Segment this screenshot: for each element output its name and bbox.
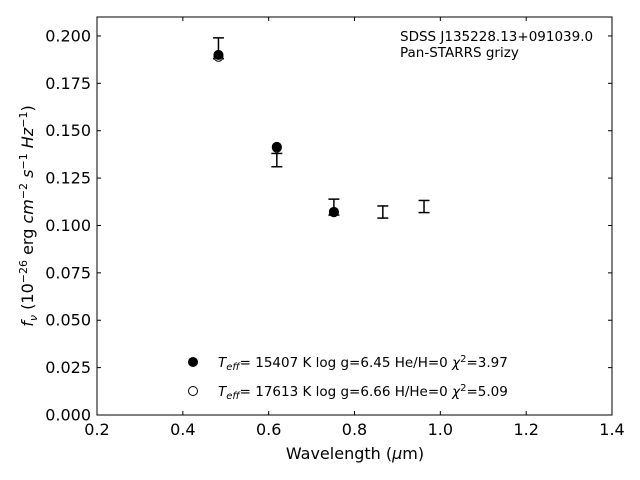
x-tick-label: 1.0 [428, 420, 453, 439]
model-points [213, 49, 339, 218]
legend: Teff= 15407 K log g=6.45 He/H=0 χ2=3.97 … [188, 354, 508, 402]
y-tick-label: 0.175 [45, 74, 91, 93]
x-tick-label: 0.6 [256, 420, 281, 439]
plot-area: 0.2 0.4 0.6 0.8 1.0 1.2 1.4 0.0000.0250.0500.0… [45, 16, 625, 439]
x-tick-label: 1.4 [599, 420, 624, 439]
observed-errorbar [271, 152, 283, 168]
y-tick-label: 0.150 [45, 121, 91, 140]
x-tick-label: 1.2 [513, 420, 538, 439]
observed-errorbar [377, 205, 389, 219]
y-axis-label: fν (10−26 erg cm−2 s−1 Hz−1) [17, 105, 40, 326]
observed-errorbar [418, 199, 430, 214]
legend-entry-2: Teff= 17613 K log g=6.66 H/He=0 χ2=5.09 [218, 383, 508, 402]
object-name: SDSS J135228.13+091039.0 [400, 29, 593, 45]
y-tick-label: 0.000 [45, 406, 91, 425]
model-point-filled [328, 206, 339, 217]
y-tick-label: 0.125 [45, 169, 91, 188]
model-point-filled [213, 49, 224, 60]
y-tick-label: 0.025 [45, 358, 91, 377]
model-point-filled [271, 141, 282, 152]
legend-marker-filled [188, 357, 198, 367]
survey-name: Pan-STARRS grizy [400, 45, 519, 61]
x-tick-label: 0.2 [84, 420, 109, 439]
y-axis: 0.000 0.025 0.050 0.075 0.100 0.125 0.150 0.175… [45, 26, 612, 425]
x-tick-label: 0.8 [342, 420, 367, 439]
observed-photometry [212, 37, 430, 219]
x-axis: 0.2 0.4 0.6 0.8 1.0 1.2 1.4 [84, 17, 625, 439]
y-tick-label: 0.050 [45, 311, 91, 330]
y-tick-label: 0.200 [45, 26, 91, 45]
legend-marker-open [188, 386, 198, 396]
legend-entry-1: Teff= 15407 K log g=6.45 He/H=0 χ2=3.97 [218, 354, 508, 373]
x-tick-label: 0.4 [170, 420, 195, 439]
x-axis-label: Wavelength (μm) [286, 444, 424, 463]
y-tick-label: 0.075 [45, 263, 91, 282]
y-tick-label: 0.100 [45, 216, 91, 235]
